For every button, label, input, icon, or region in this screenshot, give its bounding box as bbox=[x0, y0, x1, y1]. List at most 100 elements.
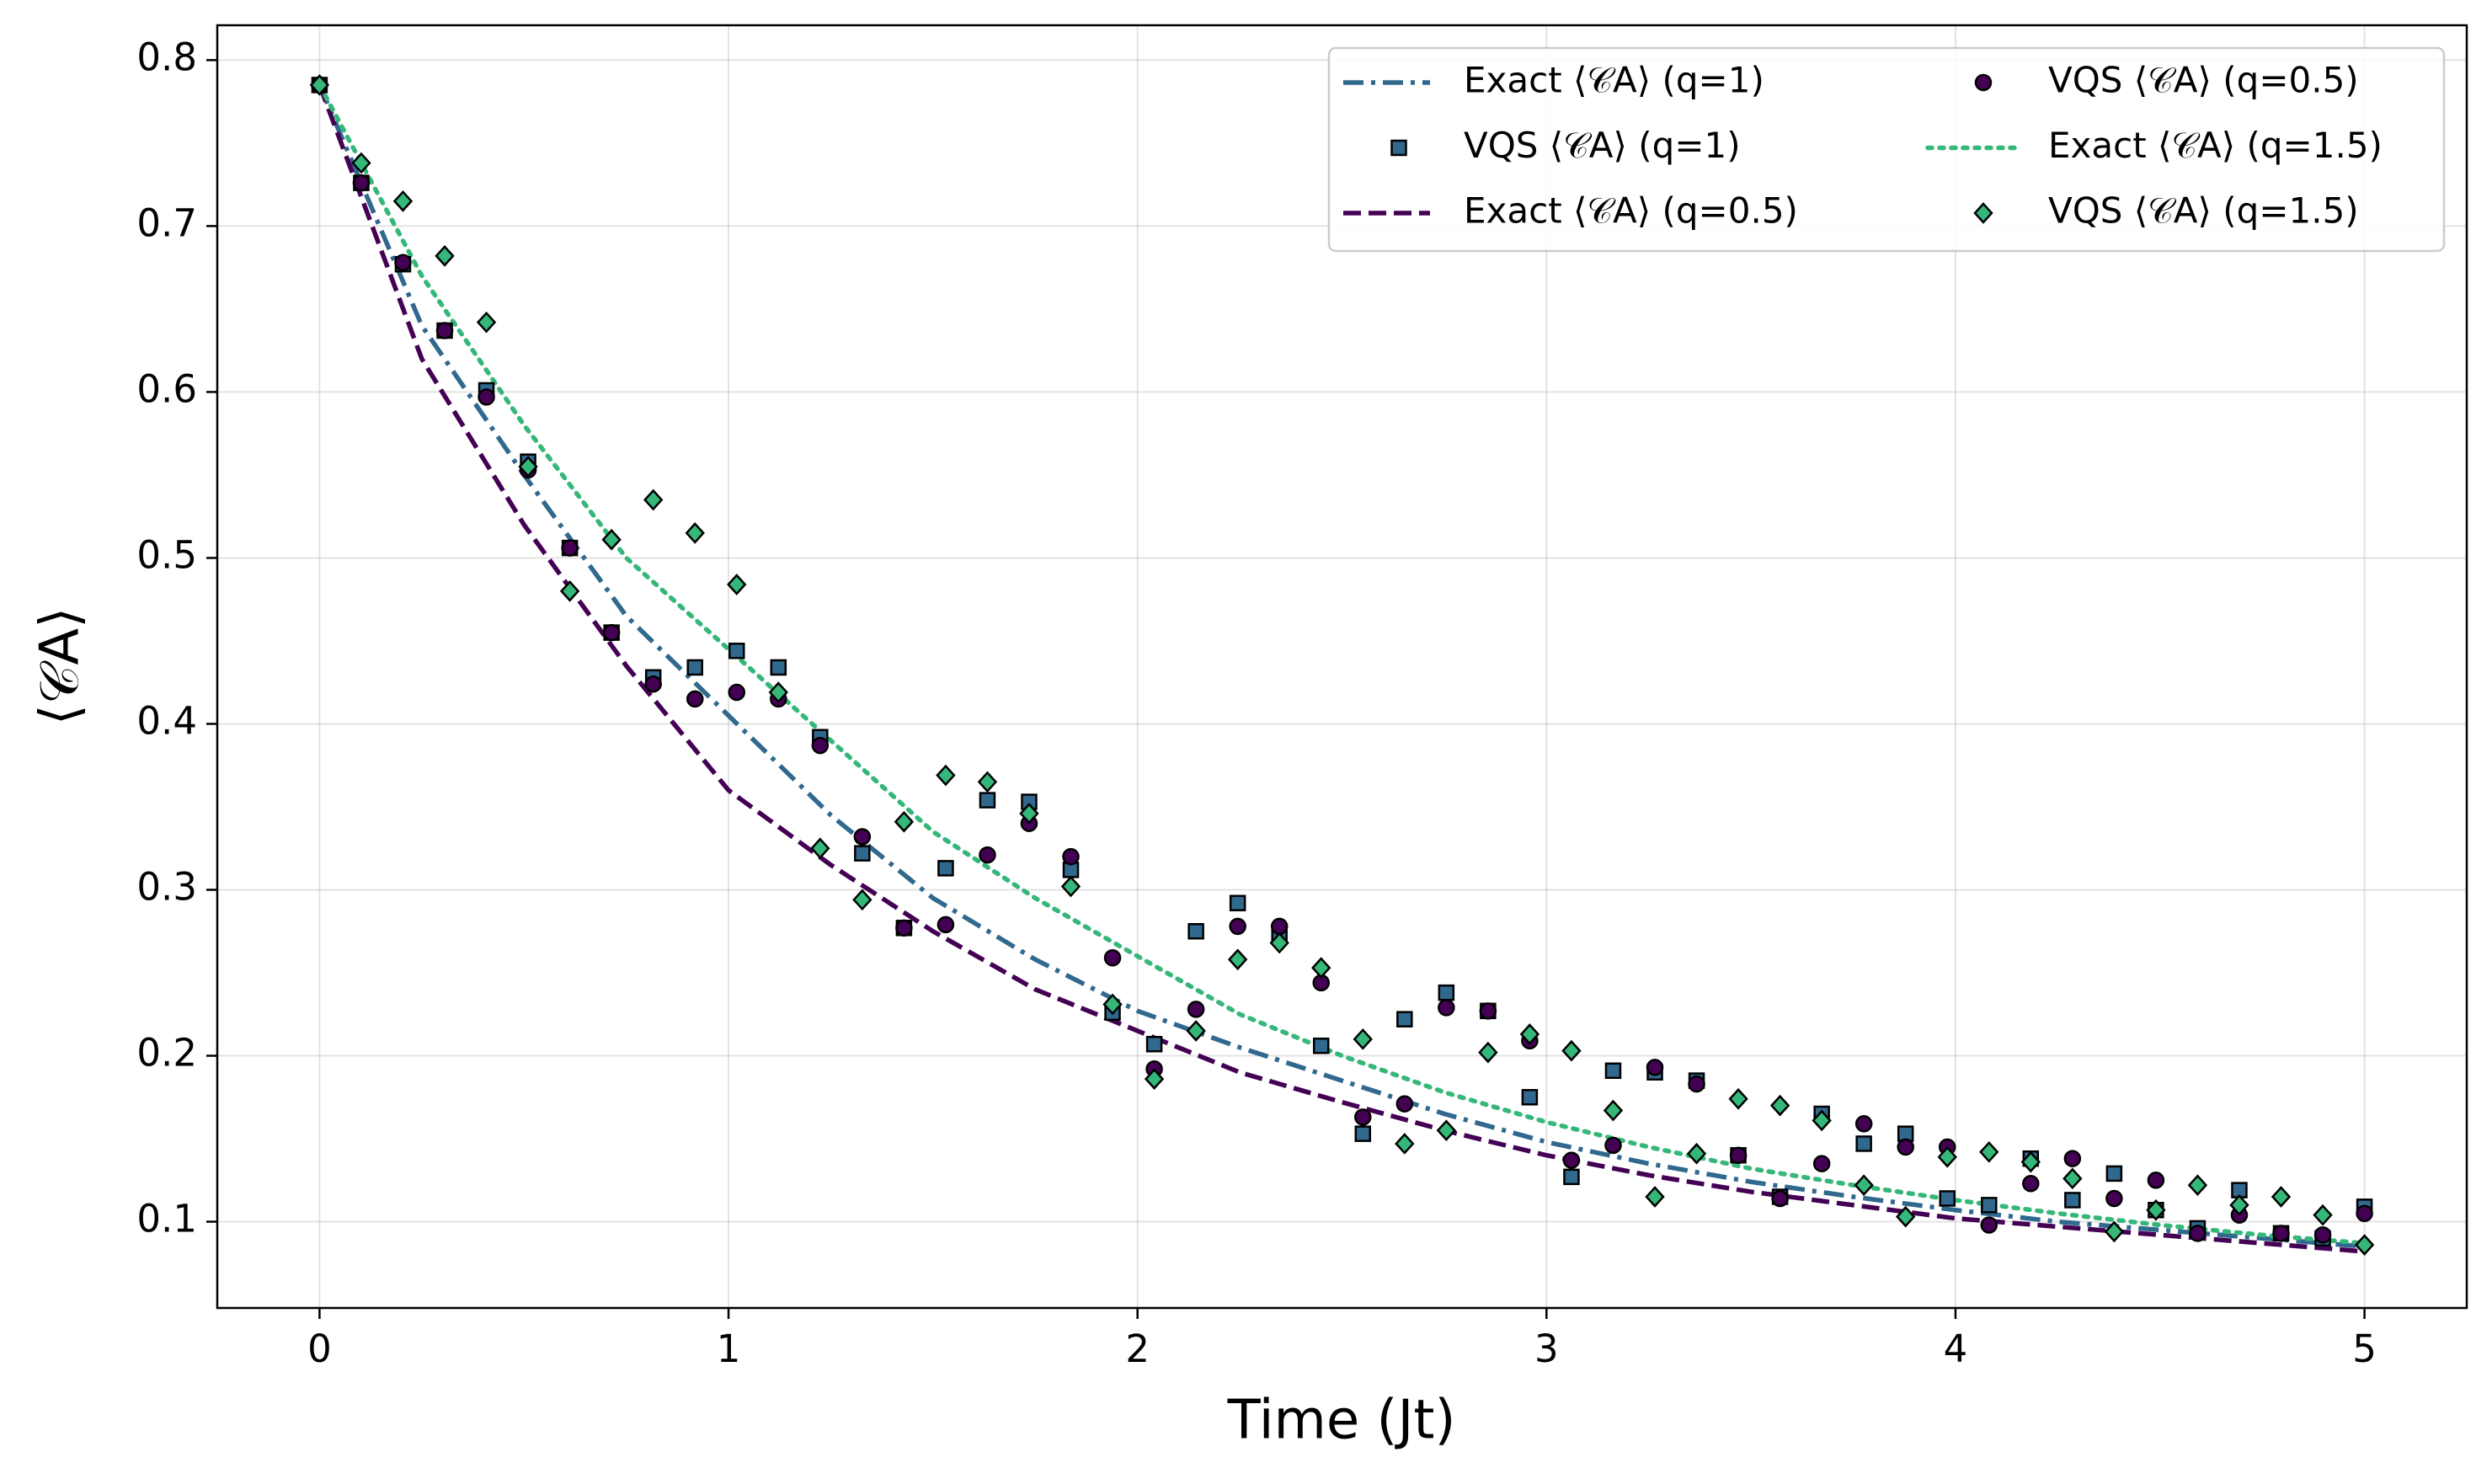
circle-marker bbox=[937, 915, 955, 934]
exact-line bbox=[317, 83, 2367, 1246]
circle-marker bbox=[1438, 999, 1455, 1017]
diamond-marker bbox=[894, 810, 915, 833]
legend-box bbox=[1327, 46, 2446, 253]
square-marker bbox=[1390, 139, 1407, 157]
square-marker bbox=[1354, 1125, 1372, 1142]
circle-marker bbox=[895, 919, 913, 937]
circle-marker bbox=[478, 388, 495, 406]
x-tick-label: 2 bbox=[1125, 1327, 1150, 1371]
x-tick-label: 3 bbox=[1534, 1327, 1559, 1371]
diamond-marker bbox=[1561, 1039, 1582, 1062]
exact-line bbox=[317, 83, 2365, 1249]
square-marker bbox=[979, 792, 996, 809]
diamond-marker bbox=[2229, 1193, 2249, 1216]
diamond-marker bbox=[1269, 932, 1289, 954]
square-marker bbox=[937, 860, 954, 877]
diamond-marker bbox=[351, 152, 371, 174]
diamond-marker bbox=[392, 190, 414, 212]
circle-marker bbox=[686, 690, 704, 708]
legend-label: Exact ⟨𝒞A⟩ (q=1.5) bbox=[2048, 125, 2383, 166]
circle-marker bbox=[1395, 1095, 1414, 1113]
diamond-marker bbox=[601, 528, 622, 551]
circle-marker bbox=[561, 539, 579, 557]
y-tick-label: 0.8 bbox=[136, 35, 197, 79]
square-marker bbox=[854, 845, 871, 862]
circle-marker bbox=[644, 675, 662, 693]
diamond-marker bbox=[2354, 1234, 2375, 1256]
y-axis-label: ⟨𝒞A⟩ bbox=[29, 607, 92, 725]
circle-marker bbox=[1729, 1146, 1748, 1164]
diamond-marker bbox=[1227, 948, 1248, 971]
diamond-marker bbox=[1353, 1028, 1373, 1050]
diamond-marker bbox=[1937, 1145, 1957, 1168]
circle-marker bbox=[1980, 1216, 1998, 1234]
circle-marker bbox=[1812, 1155, 1831, 1172]
diamond-marker bbox=[1854, 1174, 1874, 1197]
circle-marker bbox=[1974, 73, 1993, 92]
square-marker bbox=[686, 659, 703, 676]
square-marker bbox=[1981, 1197, 1998, 1214]
y-tick-label: 0.6 bbox=[136, 366, 197, 411]
diamond-marker bbox=[309, 74, 330, 96]
circle-marker bbox=[435, 322, 454, 339]
circle-marker bbox=[394, 254, 412, 271]
circle-marker bbox=[2022, 1174, 2040, 1193]
circle-marker bbox=[1270, 917, 1289, 936]
circle-marker bbox=[1187, 1001, 1205, 1018]
diamond-marker bbox=[1645, 1186, 1665, 1208]
diamond-marker bbox=[1728, 1087, 1748, 1110]
square-marker bbox=[1438, 984, 1455, 1001]
diamond-marker bbox=[810, 837, 830, 860]
diamond-marker bbox=[1144, 1068, 1165, 1090]
square-marker bbox=[1939, 1190, 1956, 1207]
y-tick-label: 0.2 bbox=[136, 1031, 197, 1076]
circle-marker bbox=[1688, 1075, 1705, 1093]
diamond-marker bbox=[2271, 1186, 2292, 1208]
diamond-marker bbox=[2020, 1150, 2041, 1173]
square-marker bbox=[1521, 1089, 1539, 1106]
exact-line bbox=[317, 83, 2365, 1254]
circle-marker bbox=[1604, 1136, 1622, 1155]
circle-marker bbox=[1854, 1115, 1873, 1133]
circle-marker bbox=[979, 846, 996, 864]
circle-marker bbox=[2272, 1225, 2290, 1242]
x-tick-label: 5 bbox=[2352, 1327, 2377, 1371]
circle-marker bbox=[1062, 847, 1080, 866]
square-marker bbox=[1563, 1168, 1580, 1186]
y-tick-label: 0.1 bbox=[136, 1197, 197, 1241]
circle-marker bbox=[2147, 1172, 2165, 1189]
circle-marker bbox=[1103, 949, 1122, 967]
x-axis-label: Time (Jt) bbox=[1227, 1390, 1456, 1452]
square-marker bbox=[728, 643, 745, 659]
diamond-marker bbox=[1478, 1041, 1498, 1064]
diamond-marker bbox=[1896, 1205, 1916, 1228]
plot-area bbox=[309, 74, 2375, 1256]
diamond-marker bbox=[1769, 1094, 1790, 1117]
y-tick-label: 0.3 bbox=[136, 864, 197, 909]
legend-label: Exact ⟨𝒞A⟩ (q=1) bbox=[1464, 60, 1764, 101]
diamond-marker bbox=[1519, 1023, 1540, 1045]
diamond-marker bbox=[1019, 803, 1039, 825]
circle-marker bbox=[853, 828, 872, 846]
square-marker bbox=[1396, 1011, 1413, 1028]
diamond-marker bbox=[977, 771, 998, 793]
circle-marker bbox=[1771, 1189, 1789, 1208]
square-marker bbox=[1229, 894, 1246, 912]
legend-label: VQS ⟨𝒞A⟩ (q=0.5) bbox=[2048, 60, 2359, 101]
legend-label: VQS ⟨𝒞A⟩ (q=1.5) bbox=[2048, 190, 2359, 232]
circle-marker bbox=[1229, 917, 1246, 936]
square-marker bbox=[2105, 1165, 2123, 1182]
circle-marker bbox=[602, 623, 621, 642]
circle-marker bbox=[811, 736, 830, 755]
diamond-marker bbox=[685, 522, 705, 544]
circle-marker bbox=[2313, 1226, 2332, 1244]
diamond-marker bbox=[518, 456, 538, 478]
circle-marker bbox=[2063, 1150, 2082, 1167]
legend-label: VQS ⟨𝒞A⟩ (q=1) bbox=[1464, 125, 1741, 166]
diamond-marker bbox=[1973, 202, 1993, 224]
square-marker bbox=[1855, 1135, 1872, 1152]
diamond-marker bbox=[435, 245, 455, 267]
diamond-marker bbox=[2187, 1174, 2208, 1197]
diamond-marker bbox=[1812, 1109, 1832, 1132]
square-marker bbox=[770, 659, 787, 676]
